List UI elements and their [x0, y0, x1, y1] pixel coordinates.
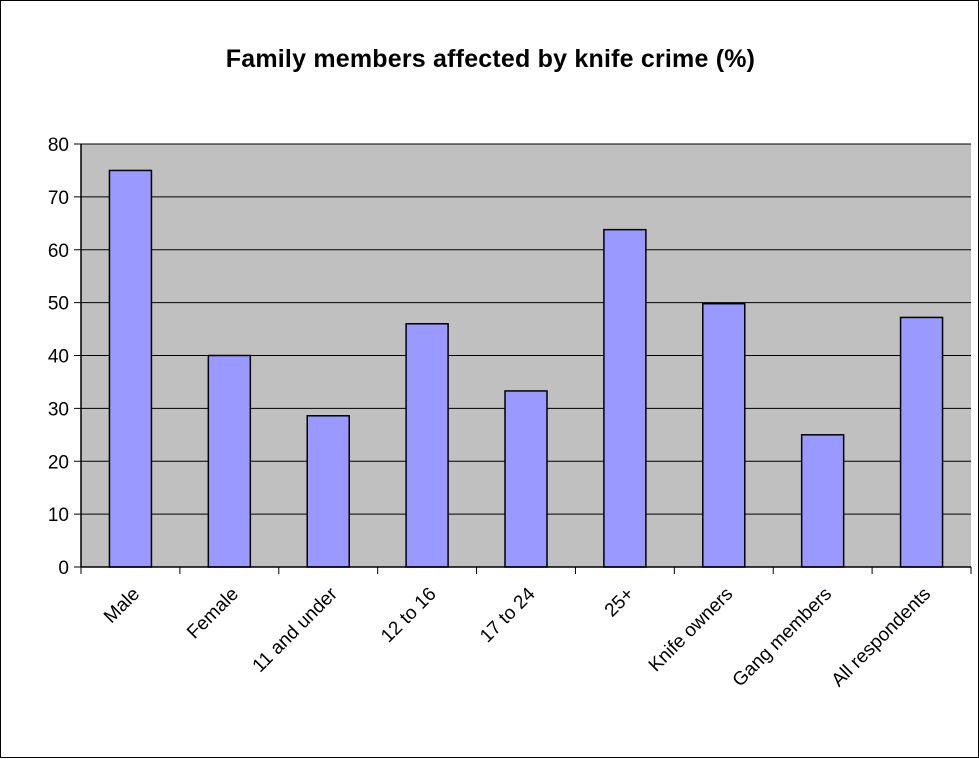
x-tick-label: 25+ — [601, 584, 639, 622]
y-tick-label: 0 — [58, 558, 69, 579]
x-tick-label: Male — [100, 584, 144, 628]
y-tick-label: 10 — [48, 505, 69, 526]
bar — [800, 434, 845, 568]
y-tick-label: 60 — [48, 241, 69, 262]
y-tick-labels: 0 10 20 30 40 50 60 70 80 — [48, 135, 69, 579]
axes — [74, 143, 972, 574]
y-tick-label: 80 — [48, 135, 69, 156]
x-tick-label: All respondents — [828, 584, 935, 691]
bar — [899, 316, 944, 568]
bar — [306, 415, 350, 568]
x-tick-label: 17 to 24 — [476, 583, 540, 647]
x-tick-labels: Male Female 11 and under 12 to 16 17 to 24 25… — [100, 583, 935, 691]
y-tick-label: 20 — [48, 452, 69, 473]
bars — [108, 169, 944, 568]
x-tick-label: Female — [183, 584, 243, 644]
x-tick-label: Knife owners — [645, 584, 738, 677]
y-tick-label: 70 — [48, 188, 69, 209]
bar — [207, 354, 252, 568]
x-tick-label: 11 and under — [249, 583, 343, 677]
chart-title: Family members affected by knife crime (… — [225, 45, 756, 73]
bar — [108, 169, 153, 568]
y-tick-label: 30 — [48, 399, 69, 420]
bar — [405, 323, 449, 568]
bar — [603, 228, 647, 568]
bar — [702, 302, 746, 568]
x-tick-label: Gang members — [729, 584, 836, 691]
x-tick-label: 12 to 16 — [377, 584, 440, 647]
bar — [504, 390, 548, 568]
y-tick-label: 40 — [48, 347, 69, 368]
y-tick-label: 50 — [48, 294, 69, 315]
